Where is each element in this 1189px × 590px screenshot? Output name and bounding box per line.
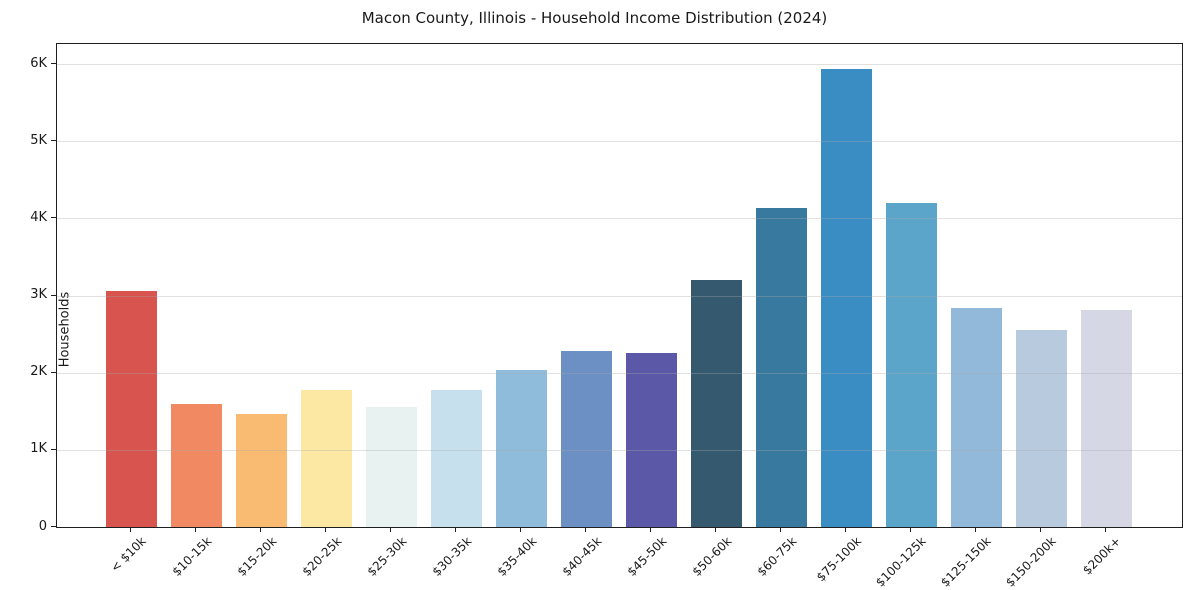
x-tick-label: < $10k xyxy=(108,534,149,575)
bar-$40-45k xyxy=(560,351,612,527)
x-tick-label: $10-15k xyxy=(169,534,214,579)
x-tick-label: $20-25k xyxy=(299,534,344,579)
x-tick-label: $75-100k xyxy=(813,534,864,585)
y-tick-mark xyxy=(51,63,56,65)
y-tick-label: 0 xyxy=(38,518,47,534)
x-tick-mark xyxy=(975,527,976,532)
x-tick-label: $40-45k xyxy=(559,534,604,579)
x-tick-mark xyxy=(260,527,261,532)
y-tick-mark xyxy=(51,217,56,219)
bar-$200k+ xyxy=(1080,310,1132,527)
chart-title: Macon County, Illinois - Household Incom… xyxy=(361,9,828,27)
bar-$10-15k xyxy=(170,404,222,527)
x-tick-mark xyxy=(1040,527,1041,532)
gridline-1000 xyxy=(57,449,1182,451)
bar-$125-150k xyxy=(950,308,1002,527)
bar-$50-60k xyxy=(690,280,742,527)
bar-$75-100k xyxy=(820,69,872,527)
y-tick-mark xyxy=(51,526,56,527)
x-tick-label: $60-75k xyxy=(754,534,799,579)
bar-$15-20k xyxy=(235,414,287,527)
y-tick-label: 5K xyxy=(30,132,47,148)
x-tick-label: $50-60k xyxy=(689,534,734,579)
y-tick-mark xyxy=(51,140,56,142)
x-tick-label: $30-35k xyxy=(429,534,474,579)
plot-area: Households xyxy=(56,43,1183,528)
y-axis-label: Households xyxy=(57,291,73,368)
x-tick-label: $45-50k xyxy=(624,534,669,579)
x-tick-label: $25-30k xyxy=(364,534,409,579)
x-tick-mark xyxy=(780,527,781,532)
bar-$100-125k xyxy=(885,203,937,527)
bar-$150-200k xyxy=(1015,330,1067,527)
x-tick-mark xyxy=(130,527,131,532)
y-tick-mark xyxy=(51,294,56,296)
y-tick-mark xyxy=(51,448,56,450)
x-tick-mark xyxy=(715,527,716,532)
bar-< $10k xyxy=(105,291,157,527)
x-tick-mark xyxy=(585,527,586,532)
gridline-2000 xyxy=(57,372,1182,374)
bar-$30-35k xyxy=(430,390,482,527)
y-tick-mark xyxy=(51,371,56,373)
x-tick-label: $35-40k xyxy=(494,534,539,579)
x-tick-label: $125-150k xyxy=(938,534,994,590)
gridline-4000 xyxy=(57,218,1182,220)
x-tick-mark xyxy=(845,527,846,532)
bar-$25-30k xyxy=(365,407,417,527)
x-tick-mark xyxy=(390,527,391,532)
bar-$60-75k xyxy=(755,208,807,527)
bar-$20-25k xyxy=(300,390,352,527)
gridline-3000 xyxy=(57,295,1182,297)
x-tick-mark xyxy=(455,527,456,532)
x-tick-label: $100-125k xyxy=(873,534,929,590)
x-tick-label: $15-20k xyxy=(234,534,279,579)
y-tick-label: 2K xyxy=(30,364,47,380)
x-tick-mark xyxy=(520,527,521,532)
x-tick-mark xyxy=(325,527,326,532)
x-tick-label: $150-200k xyxy=(1003,534,1059,590)
y-tick-label: 4K xyxy=(30,209,47,225)
x-tick-label: $200k+ xyxy=(1080,534,1124,578)
y-tick-label: 6K xyxy=(30,55,47,71)
x-tick-mark xyxy=(1105,527,1106,532)
x-tick-mark xyxy=(650,527,651,532)
x-tick-mark xyxy=(910,527,911,532)
y-tick-label: 3K xyxy=(30,287,47,303)
gridline-5000 xyxy=(57,141,1182,143)
x-tick-mark xyxy=(195,527,196,532)
bar-$35-40k xyxy=(495,370,547,527)
bar-$45-50k xyxy=(625,353,677,527)
y-tick-label: 1K xyxy=(30,441,47,457)
gridline-6000 xyxy=(57,64,1182,66)
